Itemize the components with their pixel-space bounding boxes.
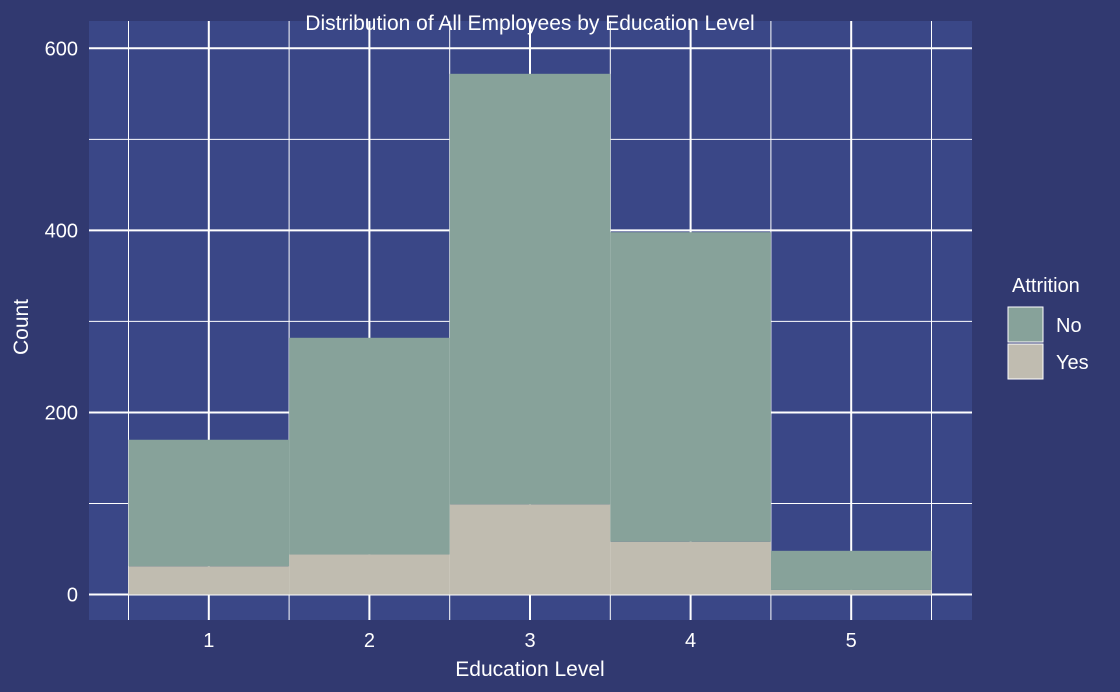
y-axis-ticks: 0 200 400 600 xyxy=(45,38,78,606)
bar-yes-3 xyxy=(449,504,611,595)
bar-yes-5 xyxy=(770,589,932,595)
legend-label-yes: Yes xyxy=(1056,352,1089,374)
bar-yes-4 xyxy=(610,541,771,595)
legend-title: Attrition xyxy=(1012,275,1080,297)
x-tick-label: 4 xyxy=(685,630,696,652)
bars xyxy=(128,73,932,595)
legend-label-no: No xyxy=(1056,315,1082,337)
bar-no-1 xyxy=(128,439,290,567)
y-tick-label: 600 xyxy=(45,38,78,60)
legend-key-yes xyxy=(1007,343,1044,380)
legend-key-no xyxy=(1007,306,1044,343)
bar-yes-2 xyxy=(289,554,450,595)
x-axis-label: Education Level xyxy=(455,658,604,681)
x-tick-label: 5 xyxy=(846,630,857,652)
bar-no-2 xyxy=(289,337,450,555)
x-tick-label: 1 xyxy=(203,630,214,652)
y-axis-label: Count xyxy=(10,299,33,355)
legend: Attrition No Yes xyxy=(1007,275,1089,380)
bar-no-4 xyxy=(610,232,771,542)
y-tick-label: 200 xyxy=(45,402,78,424)
bar-yes-1 xyxy=(128,566,290,595)
y-tick-label: 400 xyxy=(45,220,78,242)
bar-no-5 xyxy=(770,550,932,590)
chart-title: Distribution of All Employees by Educati… xyxy=(305,12,754,35)
y-tick-label: 0 xyxy=(67,585,78,607)
x-axis-ticks: 1 2 3 4 5 xyxy=(203,630,857,652)
x-tick-label: 2 xyxy=(364,630,375,652)
bar-no-3 xyxy=(449,73,611,505)
x-tick-label: 3 xyxy=(524,630,535,652)
